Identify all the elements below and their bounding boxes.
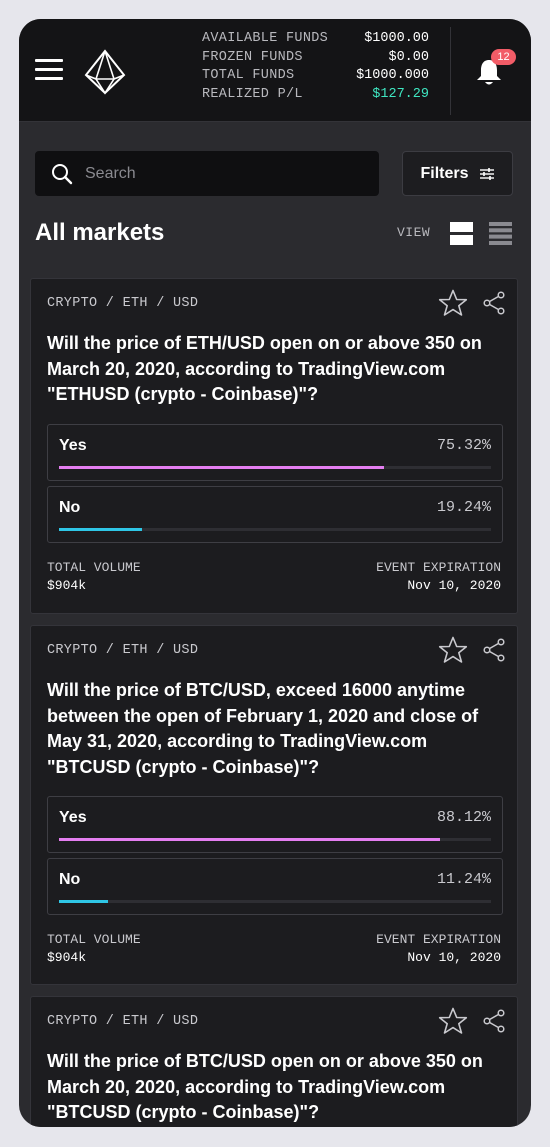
list-view-icon[interactable] [489, 222, 512, 250]
funds-label: TOTAL FUNDS [202, 68, 295, 83]
option-percent: 75.32% [436, 437, 491, 454]
card-view-icon[interactable] [450, 222, 473, 250]
expiration-value: Nov 10, 2020 [407, 578, 501, 593]
option-label: Yes [59, 809, 87, 826]
funds-label: FROZEN FUNDS [202, 49, 303, 65]
option-label: No [59, 499, 81, 516]
funds-value: $1000.000 [356, 68, 429, 83]
option-no[interactable]: No 11.24% [47, 858, 503, 915]
available-funds-row: AVAILABLE FUNDS $1000.00 [202, 30, 429, 49]
funds-value: $1000.00 [364, 31, 429, 46]
funds-label: REALIZED P/L [202, 86, 303, 102]
probability-bar [59, 838, 440, 841]
option-percent: 88.12% [436, 809, 491, 826]
market-card[interactable]: CRYPTO / ETH / USD Will the price of ETH… [30, 278, 518, 614]
expiration-label: EVENT EXPIRATION [376, 932, 501, 947]
filters-label: Filters [420, 164, 469, 182]
probability-track [59, 838, 491, 841]
option-no[interactable]: No 19.24% [47, 486, 503, 543]
menu-icon[interactable] [35, 59, 63, 81]
search-box[interactable] [35, 151, 379, 196]
page-title: All markets [35, 219, 165, 246]
app-screen: AVAILABLE FUNDS $1000.00 FROZEN FUNDS $0… [19, 19, 531, 1127]
search-icon [52, 163, 73, 184]
expiration-block: EVENT EXPIRATION Nov 10, 2020 [376, 559, 501, 595]
total-funds-row: TOTAL FUNDS $1000.000 [202, 67, 429, 86]
probability-bar [59, 466, 385, 469]
share-icon[interactable] [482, 1009, 506, 1038]
share-icon[interactable] [482, 291, 506, 320]
funds-summary: AVAILABLE FUNDS $1000.00 FROZEN FUNDS $0… [202, 30, 429, 104]
view-label: VIEW [397, 225, 431, 240]
market-category: CRYPTO / ETH / USD [47, 643, 199, 658]
top-bar: AVAILABLE FUNDS $1000.00 FROZEN FUNDS $0… [19, 19, 531, 122]
expiration-value: Nov 10, 2020 [407, 950, 501, 965]
probability-bar [59, 528, 143, 531]
header-divider [450, 27, 451, 115]
volume-label: TOTAL VOLUME [47, 932, 141, 947]
search-input[interactable] [85, 164, 355, 183]
volume-block: TOTAL VOLUME $904k [47, 559, 141, 595]
market-card[interactable]: CRYPTO / ETH / USD Will the price of BTC… [30, 625, 518, 985]
probability-bar [59, 900, 108, 903]
option-label: No [59, 871, 81, 888]
probability-track [59, 528, 491, 531]
volume-value: $904k [47, 950, 87, 965]
brand-logo[interactable] [84, 49, 126, 100]
funds-value: $0.00 [388, 49, 429, 65]
filters-button[interactable]: Filters [402, 151, 513, 196]
star-icon[interactable] [438, 289, 468, 322]
notification-count-badge[interactable]: 12 [491, 49, 516, 65]
volume-block: TOTAL VOLUME $904k [47, 931, 141, 967]
market-question[interactable]: Will the price of BTC/USD open on or abo… [47, 1051, 483, 1122]
funds-label: AVAILABLE FUNDS [202, 31, 329, 46]
market-question[interactable]: Will the price of BTC/USD, exceed 16000 … [47, 680, 479, 777]
option-yes[interactable]: Yes 75.32% [47, 424, 503, 481]
volume-label: TOTAL VOLUME [47, 560, 141, 575]
option-percent: 11.24% [436, 871, 491, 888]
option-yes[interactable]: Yes 88.12% [47, 796, 503, 853]
share-icon[interactable] [482, 638, 506, 667]
volume-value: $904k [47, 578, 87, 593]
realized-pl-value: $127.29 [372, 86, 429, 102]
sliders-icon [479, 167, 494, 180]
market-category: CRYPTO / ETH / USD [47, 296, 199, 311]
probability-track [59, 900, 491, 903]
market-question[interactable]: Will the price of ETH/USD open on or abo… [47, 333, 482, 404]
market-card[interactable]: CRYPTO / ETH / USD Will the price of BTC… [30, 996, 518, 1127]
notifications-bell-icon[interactable] [475, 57, 503, 92]
frozen-funds-row: FROZEN FUNDS $0.00 [202, 49, 429, 68]
option-percent: 19.24% [436, 499, 491, 516]
star-icon[interactable] [438, 1007, 468, 1040]
probability-track [59, 466, 491, 469]
star-icon[interactable] [438, 636, 468, 669]
expiration-label: EVENT EXPIRATION [376, 560, 501, 575]
expiration-block: EVENT EXPIRATION Nov 10, 2020 [376, 931, 501, 967]
market-category: CRYPTO / ETH / USD [47, 1014, 199, 1029]
realized-pl-row: REALIZED P/L $127.29 [202, 86, 429, 105]
option-label: Yes [59, 437, 87, 454]
